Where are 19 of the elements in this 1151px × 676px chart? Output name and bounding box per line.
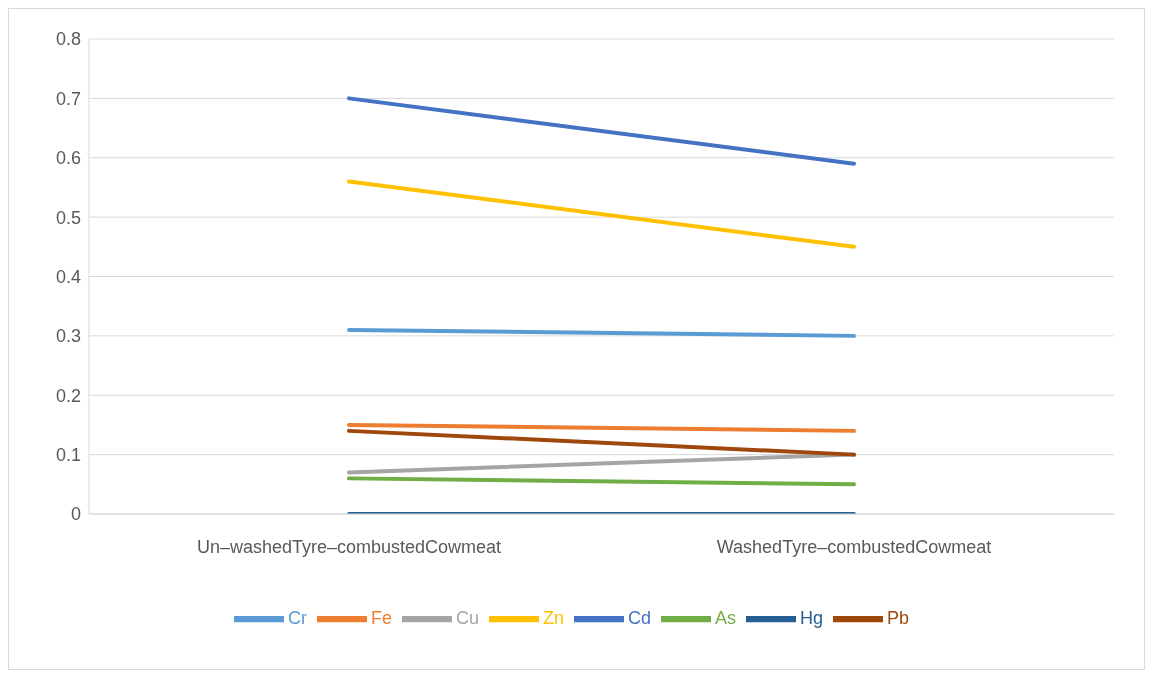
y-tick-label: 0.8 bbox=[55, 29, 81, 50]
y-tick-label: 0.6 bbox=[55, 148, 81, 169]
y-tick-label: 0.1 bbox=[55, 445, 81, 466]
legend-label: Cr bbox=[287, 607, 307, 628]
legend-label: Pb bbox=[887, 607, 910, 628]
legend-label: Cu bbox=[455, 607, 479, 628]
y-tick-label: 0.4 bbox=[55, 266, 81, 287]
x-tick-label: Un–washedTyre–combustedCowmeat bbox=[196, 536, 502, 557]
y-tick-label: 0.3 bbox=[55, 326, 81, 347]
y-tick-label: 0 bbox=[70, 504, 81, 525]
y-tick-label: 0.2 bbox=[55, 385, 81, 406]
x-tick-label: WashedTyre–combustedCowmeat bbox=[716, 536, 992, 557]
legend-label: As bbox=[715, 607, 737, 628]
y-tick-label: 0.5 bbox=[55, 207, 81, 228]
y-tick-label: 0.7 bbox=[55, 88, 81, 109]
legend-label: Cd bbox=[627, 607, 651, 628]
legend-label: Zn bbox=[542, 607, 564, 628]
legend-label: Fe bbox=[370, 607, 392, 628]
legend-label: Hg bbox=[800, 607, 824, 628]
